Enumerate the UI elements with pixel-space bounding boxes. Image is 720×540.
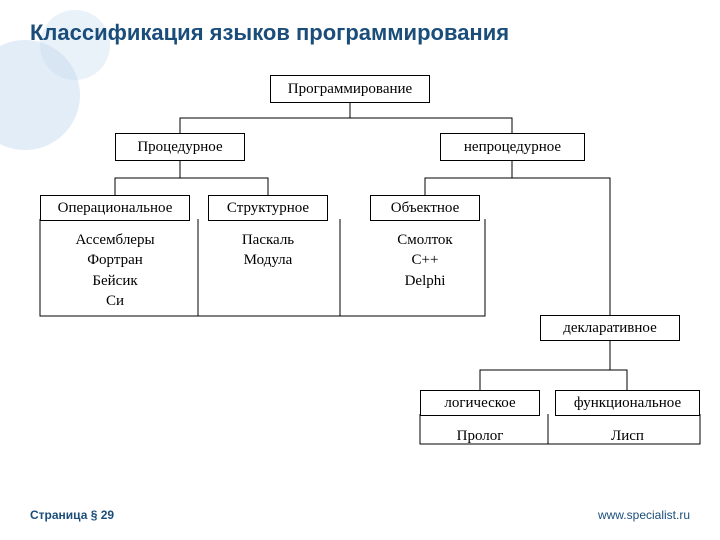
node-oper_ex: АссемблерыФортранБейсикСи xyxy=(40,226,190,316)
node-nonproc: непроцедурное xyxy=(440,133,585,161)
edge-5 xyxy=(512,159,610,315)
edge-0 xyxy=(180,101,350,133)
node-object_ex: СмолтокС++Delphi xyxy=(370,226,480,292)
node-oper: Операциональное xyxy=(40,195,190,221)
node-proc: Процедурное xyxy=(115,133,245,161)
edge-7 xyxy=(610,339,627,390)
node-func: функциональное xyxy=(555,390,700,416)
edge-6 xyxy=(480,339,610,390)
edge-3 xyxy=(180,159,268,195)
footer-url: www.specialist.ru xyxy=(598,508,690,522)
node-object: Объектное xyxy=(370,195,480,221)
node-struct: Структурное xyxy=(208,195,328,221)
edge-1 xyxy=(350,101,512,133)
node-logic: логическое xyxy=(420,390,540,416)
edge-2 xyxy=(115,159,180,195)
node-root: Программирование xyxy=(270,75,430,103)
node-struct_ex: ПаскальМодула xyxy=(208,226,328,271)
footer-page-number: Страница § 29 xyxy=(30,508,114,522)
node-decl: декларативное xyxy=(540,315,680,341)
edge-4 xyxy=(425,159,512,195)
node-logic_ex: Пролог xyxy=(420,422,540,446)
node-func_ex: Лисп xyxy=(555,422,700,446)
page-title: Классификация языков программирования xyxy=(30,20,509,46)
